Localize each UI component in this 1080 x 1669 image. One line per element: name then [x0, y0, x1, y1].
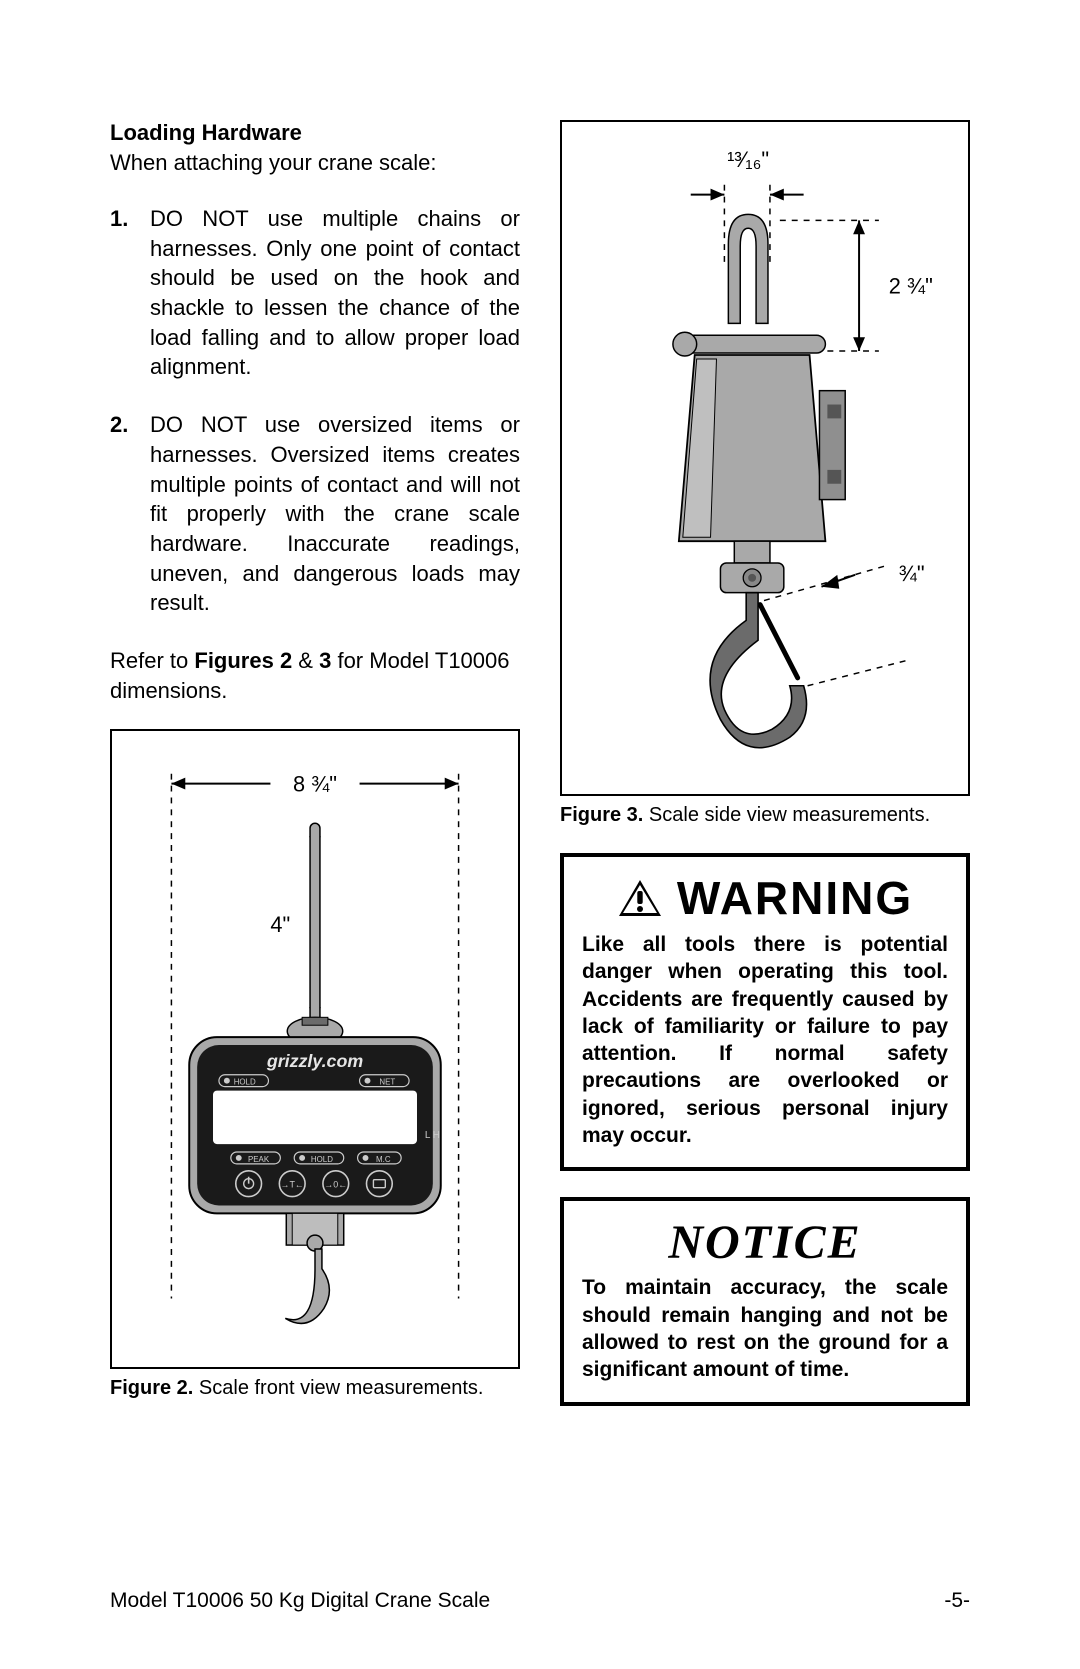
- figure-2-caption-text: Scale front view measurements.: [193, 1377, 483, 1399]
- dim-shackle: 2 ¾": [889, 274, 933, 299]
- figure-2-caption-bold: Figure 2.: [110, 1377, 193, 1399]
- dim-width: 8 ¾": [293, 772, 337, 797]
- figure-3-box: ¹³⁄₁₆" 2 ¾": [560, 120, 970, 796]
- svg-text:M.C: M.C: [376, 1155, 391, 1164]
- svg-text:PEAK: PEAK: [248, 1155, 270, 1164]
- dim-height: 4": [270, 912, 290, 937]
- figure-3-caption-bold: Figure 3.: [560, 804, 643, 826]
- svg-text:→T←: →T←: [281, 1180, 304, 1190]
- figure-3-caption: Figure 3. Scale side view measurements.: [560, 804, 970, 827]
- intro-text: When attaching your crane scale:: [110, 150, 520, 176]
- footer-left: Model T10006 50 Kg Digital Crane Scale: [110, 1589, 490, 1613]
- svg-text:HOLD: HOLD: [311, 1155, 333, 1164]
- figure-2-caption: Figure 2. Scale front view measurements.: [110, 1377, 520, 1400]
- step-1: DO NOT use multiple chains or harnesses.…: [110, 204, 520, 382]
- figure-3-svg: ¹³⁄₁₆" 2 ¾": [562, 122, 968, 794]
- steps-list: DO NOT use multiple chains or harnesses.…: [110, 204, 520, 618]
- footer: Model T10006 50 Kg Digital Crane Scale -…: [110, 1589, 970, 1613]
- refer-bold-1: Figures 2: [194, 648, 292, 673]
- refer-bold-2: 3: [319, 648, 331, 673]
- figure-2-svg: 8 ¾" 4" grizzly.com: [112, 731, 518, 1367]
- figure-3-caption-text: Scale side view measurements.: [643, 804, 930, 826]
- heading-loading-hardware: Loading Hardware: [110, 120, 520, 146]
- dim-top: ¹³⁄₁₆": [727, 147, 769, 172]
- refer-text: Refer to Figures 2 & 3 for Model T10006 …: [110, 646, 520, 705]
- notice-title: NOTICE: [582, 1215, 948, 1270]
- refer-pre: Refer to: [110, 648, 194, 673]
- refer-mid: &: [292, 648, 319, 673]
- warning-box: WARNING Like all tools there is potentia…: [560, 853, 970, 1171]
- warning-title: WARNING: [677, 871, 913, 925]
- figure-2-box: 8 ¾" 4" grizzly.com: [110, 729, 520, 1369]
- svg-text:L H: L H: [425, 1130, 440, 1141]
- warning-icon: [617, 878, 663, 918]
- warning-text: Like all tools there is potential danger…: [582, 931, 948, 1149]
- svg-text:NET: NET: [379, 1078, 395, 1087]
- svg-text:→0←: →0←: [324, 1180, 347, 1190]
- dim-hook: ¾": [899, 561, 925, 586]
- footer-right: -5-: [944, 1589, 970, 1613]
- notice-box: NOTICE To maintain accuracy, the scale s…: [560, 1197, 970, 1405]
- notice-text: To maintain accuracy, the scale should r…: [582, 1274, 948, 1383]
- step-2: DO NOT use oversized items or harnesses.…: [110, 410, 520, 618]
- svg-text:HOLD: HOLD: [234, 1078, 256, 1087]
- brand-text: grizzly.com: [266, 1051, 364, 1071]
